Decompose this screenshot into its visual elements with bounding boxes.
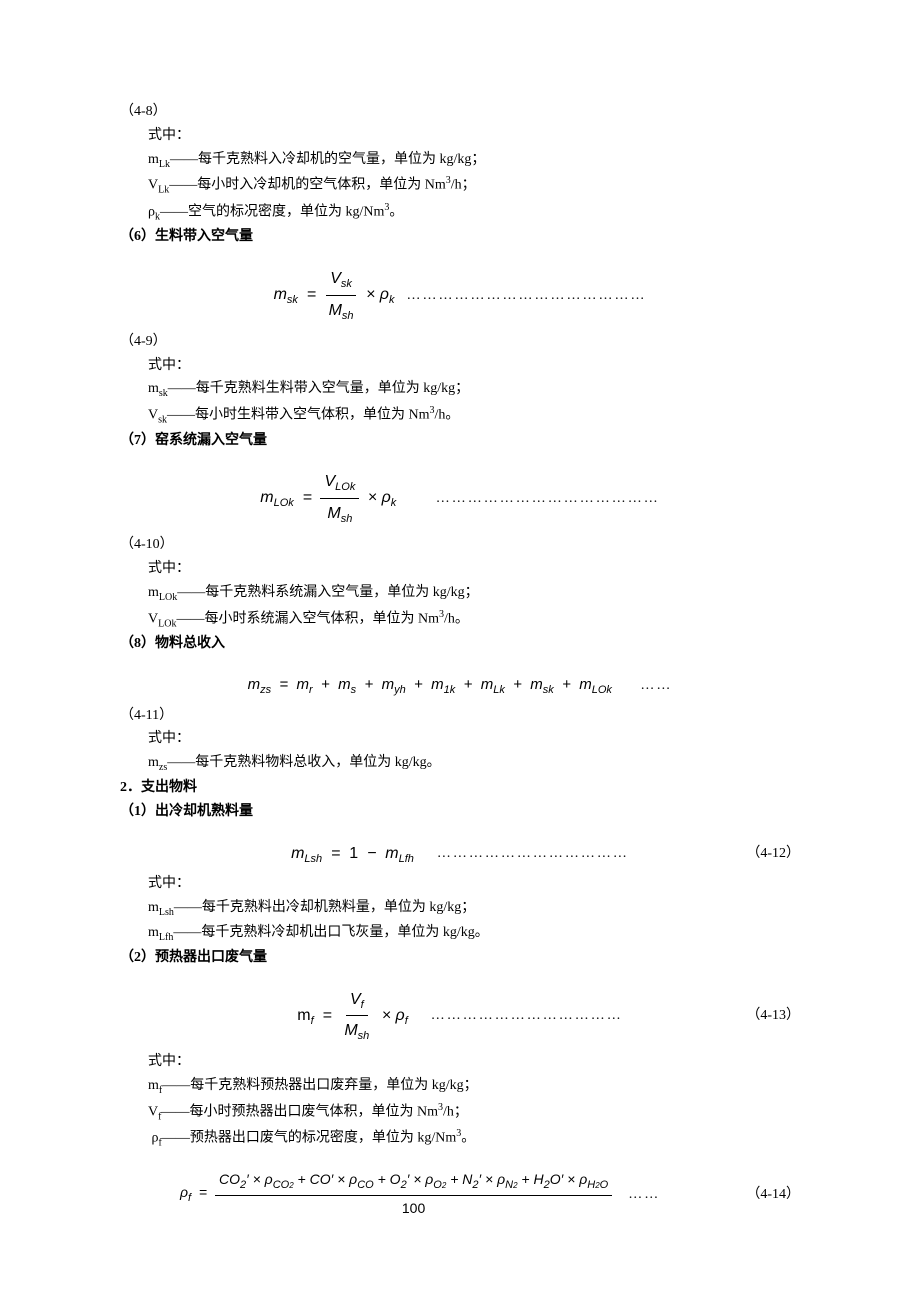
shizhong-3: 式中： xyxy=(120,557,800,581)
shizhong-1: 式中： xyxy=(120,124,800,148)
eq-ref-4-8: （4-8） xyxy=(120,100,800,124)
def-Vsk: Vsk——每小时生料带入空气体积，单位为 Nm3/h。 xyxy=(120,402,800,428)
shizhong-4: 式中： xyxy=(120,727,800,751)
shizhong-6: 式中： xyxy=(120,1050,800,1074)
def-mzs: mzs——每千克熟料物料总收入，单位为 kg/kg。 xyxy=(120,751,800,776)
def-msk: msk——每千克熟料生料带入空气量，单位为 kg/kg； xyxy=(120,377,800,402)
def-VLOk: VLOk——每小时系统漏入空气体积，单位为 Nm3/h。 xyxy=(120,606,800,632)
def-rhok: ρk——空气的标况密度，单位为 kg/Nm3。 xyxy=(120,199,800,225)
eq-ref-4-9: （4-9） xyxy=(120,330,800,354)
def-rhof: ρf——预热器出口废气的标况密度，单位为 kg/Nm3。 xyxy=(120,1125,800,1151)
equation-4-13: mf = Vf Msh × ρf ……………………………… （4-13） xyxy=(120,986,800,1047)
heading-6: （6）生料带入空气量 xyxy=(120,225,800,249)
def-VLk: VLk——每小时入冷却机的空气体积，单位为 Nm3/h； xyxy=(120,172,800,198)
def-Vf: Vf——每小时预热器出口废气体积，单位为 Nm3/h； xyxy=(120,1099,800,1125)
heading-7: （7）窑系统漏入空气量 xyxy=(120,429,800,453)
def-mLfh: mLfh——每千克熟料冷却机出口飞灰量，单位为 kg/kg。 xyxy=(120,921,800,946)
def-mLk: mLk——每千克熟料入冷却机的空气量，单位为 kg/kg； xyxy=(120,148,800,173)
def-mLOk: mLOk——每千克熟料系统漏入空气量，单位为 kg/kg； xyxy=(120,581,800,606)
equation-4-10: mLOk = VLOk Msh × ρk …………………………………… xyxy=(120,468,800,529)
eq-ref-4-10: （4-10） xyxy=(120,533,800,557)
equation-4-9: msk = Vsk Msh × ρk ……………………………………… xyxy=(120,265,800,326)
heading-8: （8）物料总收入 xyxy=(120,632,800,656)
heading-2-2: （2）预热器出口废气量 xyxy=(120,946,800,970)
def-mf: mf——每千克熟料预热器出口废弃量，单位为 kg/kg； xyxy=(120,1074,800,1099)
shizhong-2: 式中： xyxy=(120,354,800,378)
equation-4-11: mzs = mr + ms + myh + m1k + mLk + msk + … xyxy=(120,672,800,700)
heading-2-1: （1）出冷却机熟料量 xyxy=(120,800,800,824)
equation-4-12: mLsh = 1 − mLfh ……………………………… （4-12） xyxy=(120,840,800,869)
def-mLsh: mLsh——每千克熟料出冷却机熟料量，单位为 kg/kg； xyxy=(120,896,800,921)
shizhong-5: 式中： xyxy=(120,872,800,896)
eq-ref-4-11: （4-11） xyxy=(120,704,800,728)
equation-4-14: ρf = CO2′ × ρCO2 + CO′ × ρCO + O2′ × ρO2… xyxy=(120,1168,800,1221)
section-2: 2．支出物料 xyxy=(120,776,800,800)
